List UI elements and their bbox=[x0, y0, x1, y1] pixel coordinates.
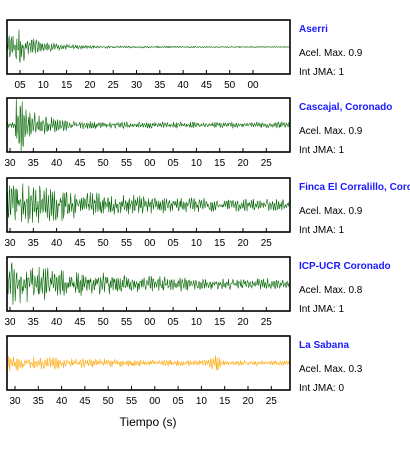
station-panel: 30 35 40 45 50 55 00 05 10 15 20 25 Cascajal, Corona… bbox=[4, 97, 392, 169]
tick-label: 35 bbox=[28, 158, 40, 169]
tick-label: 20 bbox=[237, 238, 249, 249]
tick-label: 55 bbox=[121, 238, 133, 249]
tick-label: 00 bbox=[144, 158, 156, 169]
max-acceleration: Acel. Max. 0.9 bbox=[299, 48, 363, 59]
tick-label: 55 bbox=[126, 396, 138, 407]
station-name: Aserri bbox=[299, 24, 328, 35]
tick-label: 10 bbox=[38, 80, 50, 91]
tick-label: 10 bbox=[191, 317, 203, 328]
tick-label: 40 bbox=[56, 396, 68, 407]
tick-label: 10 bbox=[196, 396, 208, 407]
waveform-trace bbox=[6, 259, 291, 305]
tick-label: 05 bbox=[168, 238, 180, 249]
tick-label: 45 bbox=[201, 80, 213, 91]
tick-label: 15 bbox=[61, 80, 73, 91]
tick-label: 20 bbox=[237, 317, 249, 328]
tick-label: 20 bbox=[84, 80, 96, 91]
tick-label: 20 bbox=[237, 158, 249, 169]
tick-label: 05 bbox=[173, 396, 185, 407]
max-acceleration: Acel. Max. 0.9 bbox=[299, 126, 363, 137]
jma-intensity: Int JMA: 1 bbox=[299, 304, 344, 315]
tick-label: 15 bbox=[219, 396, 231, 407]
station-panel: 30 35 40 45 50 55 00 05 10 15 20 25 La Sabana Acel. M… bbox=[6, 335, 363, 407]
tick-label: 40 bbox=[51, 238, 63, 249]
tick-label: 30 bbox=[4, 317, 16, 328]
tick-label: 35 bbox=[154, 80, 166, 91]
max-acceleration: Acel. Max. 0.8 bbox=[299, 285, 363, 296]
tick-label: 10 bbox=[191, 158, 203, 169]
tick-label: 50 bbox=[98, 158, 110, 169]
max-acceleration: Acel. Max. 0.3 bbox=[299, 364, 363, 375]
x-axis-label: Tiempo (s) bbox=[120, 415, 177, 429]
tick-label: 45 bbox=[79, 396, 91, 407]
tick-label: 30 bbox=[4, 158, 16, 169]
station-panel: 30 35 40 45 50 55 00 05 10 15 20 25 ICP-UCR Coronado… bbox=[4, 256, 391, 328]
station-panel: 05 10 15 20 25 30 35 40 45 50 00 Aserri Acel. Max. 0… bbox=[6, 19, 363, 91]
tick-label: 25 bbox=[266, 396, 278, 407]
waveform-trace bbox=[6, 183, 291, 224]
tick-label: 00 bbox=[144, 317, 156, 328]
tick-label: 40 bbox=[51, 158, 63, 169]
tick-label: 30 bbox=[9, 396, 21, 407]
tick-label: 40 bbox=[51, 317, 63, 328]
tick-label: 55 bbox=[121, 158, 133, 169]
tick-label: 15 bbox=[214, 238, 226, 249]
station-name: La Sabana bbox=[299, 340, 349, 351]
station-name: Cascajal, Coronado bbox=[299, 102, 392, 113]
tick-label: 05 bbox=[14, 80, 26, 91]
station-panel: 30 35 40 45 50 55 00 05 10 15 20 25 Finca El Corrali… bbox=[4, 177, 410, 249]
jma-intensity: Int JMA: 1 bbox=[299, 145, 344, 156]
tick-label: 50 bbox=[103, 396, 115, 407]
tick-label: 05 bbox=[168, 158, 180, 169]
tick-label: 20 bbox=[242, 396, 254, 407]
tick-label: 00 bbox=[247, 80, 259, 91]
jma-intensity: Int JMA: 1 bbox=[299, 225, 344, 236]
tick-label: 40 bbox=[178, 80, 190, 91]
tick-label: 15 bbox=[214, 317, 226, 328]
jma-intensity: Int JMA: 1 bbox=[299, 67, 344, 78]
tick-label: 25 bbox=[261, 158, 273, 169]
tick-label: 00 bbox=[144, 238, 156, 249]
tick-label: 50 bbox=[98, 317, 110, 328]
tick-label: 25 bbox=[261, 317, 273, 328]
jma-intensity: Int JMA: 0 bbox=[299, 383, 344, 394]
tick-label: 35 bbox=[28, 317, 40, 328]
panel-frame bbox=[6, 19, 291, 75]
tick-label: 05 bbox=[168, 317, 180, 328]
panel-frame bbox=[6, 97, 291, 153]
panel-frame bbox=[6, 335, 291, 391]
tick-label: 30 bbox=[131, 80, 143, 91]
tick-label: 50 bbox=[98, 238, 110, 249]
station-name: ICP-UCR Coronado bbox=[299, 261, 391, 272]
tick-label: 55 bbox=[121, 317, 133, 328]
tick-label: 45 bbox=[74, 238, 86, 249]
tick-label: 35 bbox=[28, 238, 40, 249]
waveform-trace bbox=[6, 98, 291, 152]
tick-label: 25 bbox=[108, 80, 120, 91]
tick-label: 00 bbox=[149, 396, 161, 407]
tick-label: 15 bbox=[214, 158, 226, 169]
max-acceleration: Acel. Max. 0.9 bbox=[299, 206, 363, 217]
tick-label: 45 bbox=[74, 317, 86, 328]
panel-frame bbox=[6, 256, 291, 312]
tick-label: 35 bbox=[33, 396, 45, 407]
tick-label: 30 bbox=[4, 238, 16, 249]
tick-label: 45 bbox=[74, 158, 86, 169]
station-name: Finca El Corralillo, Coronado bbox=[299, 182, 410, 193]
tick-label: 25 bbox=[261, 238, 273, 249]
panel-frame bbox=[6, 177, 291, 233]
tick-label: 10 bbox=[191, 238, 203, 249]
waveform-trace bbox=[6, 355, 291, 372]
waveform-trace bbox=[6, 29, 291, 63]
tick-label: 50 bbox=[224, 80, 236, 91]
